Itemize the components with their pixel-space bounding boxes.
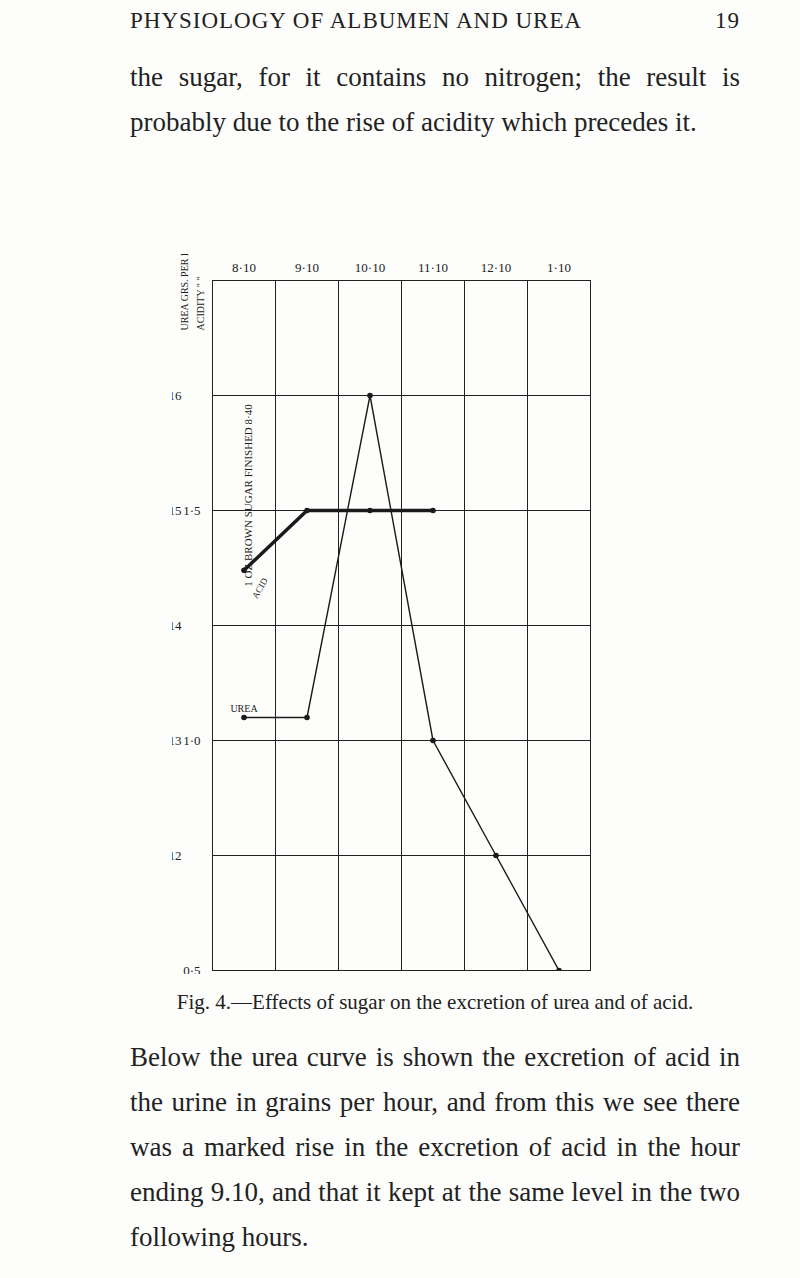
- svg-text:15: 15: [172, 503, 182, 518]
- html-text:19: 19: [715, 8, 740, 33]
- svg-text:12: 12: [172, 848, 182, 863]
- svg-text:13: 13: [172, 733, 182, 748]
- svg-text:0·5: 0·5: [183, 963, 200, 974]
- html-text:the sugar, for it contains no: the sugar, for it contains no nitrogen; …: [130, 62, 740, 137]
- svg-text:ACID: ACID: [250, 576, 270, 600]
- svg-text:14: 14: [172, 618, 182, 633]
- html-text:PHYSIOLOGY OF ALBUMEN AND UREA: PHYSIOLOGY OF ALBUMEN AND UREA: [130, 8, 583, 33]
- svg-text:16: 16: [172, 388, 182, 403]
- svg-text:1·10: 1·10: [547, 260, 571, 275]
- svg-text:1·0: 1·0: [183, 733, 200, 748]
- svg-text:11·10: 11·10: [418, 260, 448, 275]
- svg-text:9·10: 9·10: [295, 260, 319, 275]
- html-text:Below the urea curve is shown: Below the urea curve is shown the excret…: [130, 1042, 740, 1252]
- svg-text:12·10: 12·10: [481, 260, 511, 275]
- svg-text:ACIDITY " ": ACIDITY " ": [195, 277, 206, 331]
- svg-text:UREA: UREA: [230, 703, 258, 714]
- html-text:Fig. 4.—Effects of sugar on th: Fig. 4.—Effects of sugar on the excretio…: [176, 990, 694, 1014]
- svg-text:UREA GRS. PER HOUR: UREA GRS. PER HOUR: [179, 254, 190, 331]
- svg-text:1 OZ BROWN SUGAR FINISHED 8·40: 1 OZ BROWN SUGAR FINISHED 8·40: [242, 404, 254, 587]
- svg-text:8·10: 8·10: [232, 260, 256, 275]
- svg-text:10·10: 10·10: [355, 260, 385, 275]
- svg-text:1·5: 1·5: [183, 503, 200, 518]
